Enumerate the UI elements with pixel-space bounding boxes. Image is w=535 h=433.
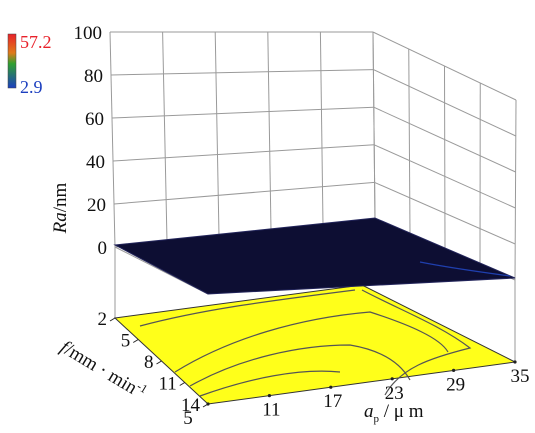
gridline-y-vertical <box>372 31 376 221</box>
y-tick-mark <box>156 360 162 365</box>
contour-line <box>189 344 411 387</box>
y-tick-label: 11 <box>158 374 176 395</box>
y-axis-title: f/mm · min-1 <box>56 335 150 404</box>
x-axis-title-rest: / μ m <box>379 401 424 422</box>
z-tick-label: 0 <box>98 238 108 259</box>
z-tick-label: 100 <box>74 23 103 44</box>
floor-contour <box>113 284 517 405</box>
svg-text:Ra/nm: Ra/nm <box>50 182 71 234</box>
svg-text:ap / μ m: ap / μ m <box>364 401 424 425</box>
contour-line <box>361 289 472 396</box>
x-tick-label: 11 <box>262 400 280 421</box>
gridline-z-back <box>110 69 374 76</box>
z-axis-title-italic: Ra <box>50 212 71 234</box>
y-tick-mark <box>179 382 186 386</box>
x-axis-title-sub: p <box>374 413 380 425</box>
z-tick-label: 60 <box>85 109 104 130</box>
y-tick-mark <box>132 339 139 343</box>
surface-contour-hint <box>419 261 511 277</box>
gridline-y-vertical <box>444 65 446 251</box>
x-tick-mark <box>513 360 517 364</box>
y-tick-label: 14 <box>181 395 201 416</box>
y-tick-label: 8 <box>144 352 154 373</box>
grid-layer <box>109 31 517 362</box>
x-axis-title-main: a <box>364 401 374 422</box>
x-tick-mark <box>267 394 271 398</box>
contour-lines <box>139 289 472 397</box>
z-axis-title-rest: /nm <box>50 182 71 212</box>
y-tick-label: 2 <box>98 309 108 330</box>
y-tick-label: 5 <box>121 331 131 352</box>
gridline-y-vertical <box>514 99 517 281</box>
colorbar-max-label: 57.2 <box>20 32 52 52</box>
gridline-x-vertical <box>109 31 116 248</box>
surface-plane <box>113 217 516 295</box>
gridline-x-vertical <box>267 31 272 231</box>
x-tick-mark <box>452 368 456 372</box>
x-tick-label: 5 <box>183 408 193 429</box>
x-axis-title: ap / μ m <box>364 401 424 425</box>
gridline-z-back <box>112 144 375 162</box>
z-axis-title: Ra/nm <box>50 182 71 234</box>
z-tick-label: 80 <box>84 66 103 87</box>
colorbar-min-label: 2.9 <box>20 77 43 97</box>
z-tick-label: 20 <box>87 195 106 216</box>
y-tick-mark <box>109 317 116 322</box>
surface <box>113 217 516 295</box>
svg-text:f/mm · min-1: f/mm · min-1 <box>56 335 150 404</box>
x-tick-label: 17 <box>323 391 342 412</box>
gridline-z-back <box>111 106 374 119</box>
colorbar-gradient <box>7 33 17 89</box>
contour-line <box>174 311 449 373</box>
gridline-x-vertical <box>214 31 220 237</box>
x-tick-label: 35 <box>511 366 530 387</box>
x-tick-mark <box>329 385 333 389</box>
x-tick-label: 29 <box>446 374 465 395</box>
x-tick-mark <box>206 402 210 406</box>
gridline-x-vertical <box>162 31 168 242</box>
x-tick-label: 23 <box>385 383 404 404</box>
x-tick-mark <box>390 377 394 381</box>
contour-line <box>199 370 341 397</box>
z-tick-label: 40 <box>86 152 105 173</box>
gridline-x-vertical <box>319 31 324 226</box>
colorbar: 57.2 2.9 <box>7 32 52 97</box>
contour-line <box>139 289 356 327</box>
gridline-y-vertical <box>408 48 411 236</box>
gridline-z-back <box>113 181 375 205</box>
